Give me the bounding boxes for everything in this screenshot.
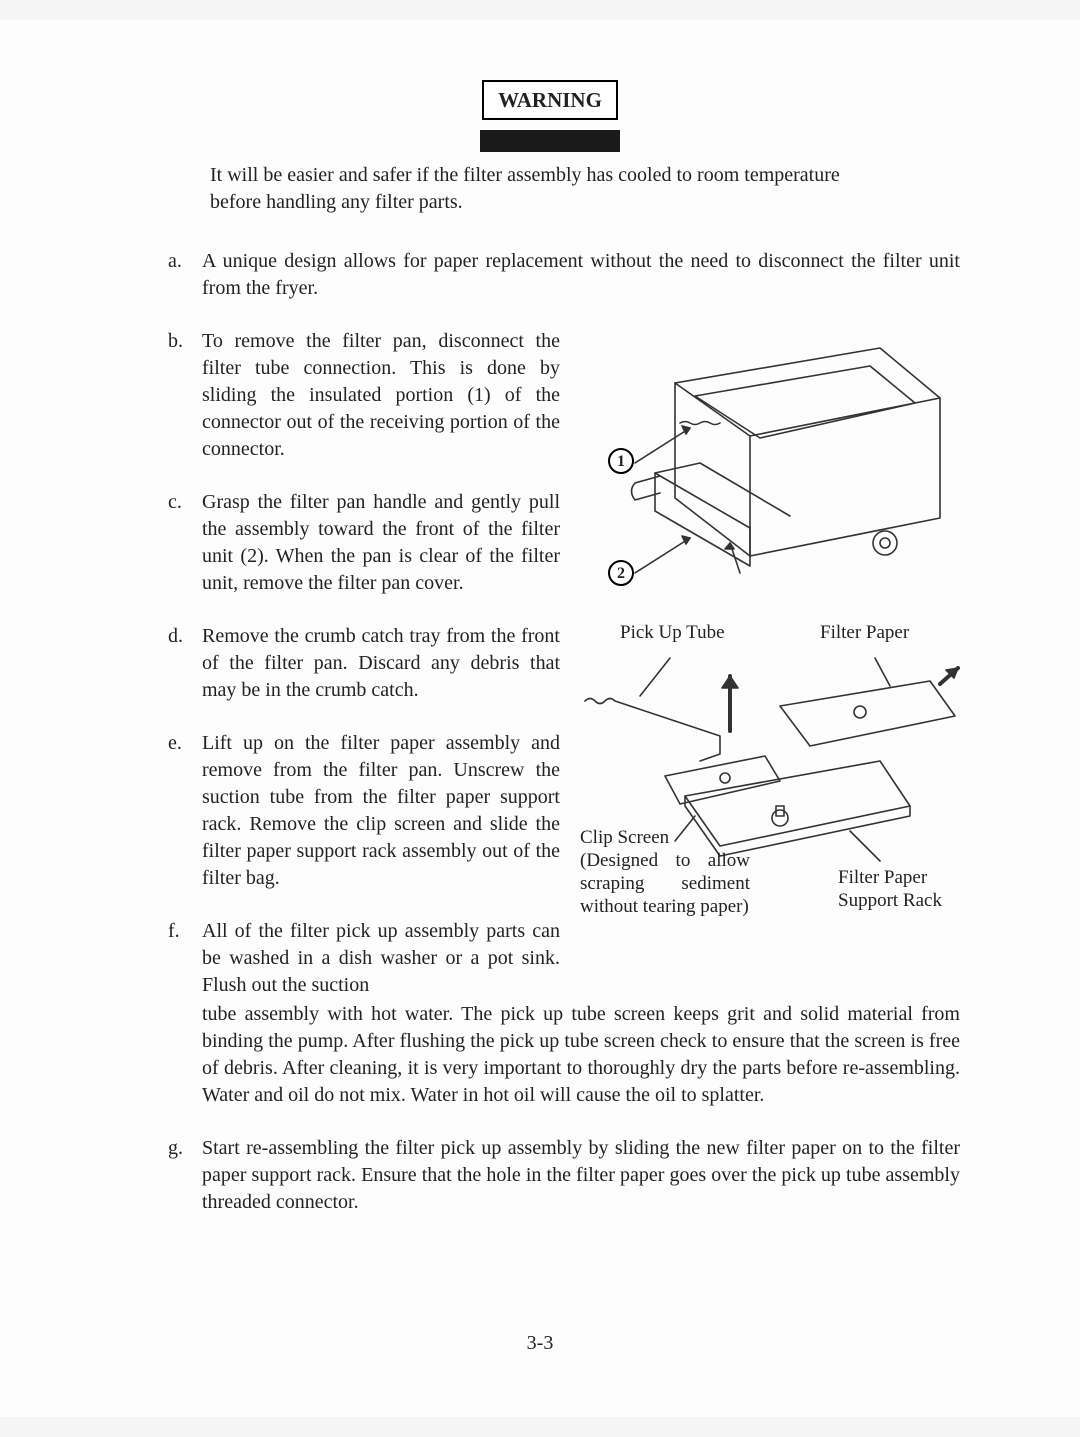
item-e-marker: e. [168,730,182,757]
label-filter-paper: Filter Paper [820,622,909,645]
item-d: d. Remove the crumb catch tray from the … [168,623,560,704]
item-f-marker: f. [168,918,180,945]
warning-header: WARNING [140,80,960,120]
item-c-marker: c. [168,489,182,516]
item-d-marker: d. [168,623,183,650]
item-f-part2: tube assembly with hot water. The pick u… [168,1001,960,1109]
label-clip-screen: Clip Screen (Designed to allow scraping … [580,827,750,918]
item-a: a. A unique design allows for paper repl… [168,248,960,302]
page-number: 3-3 [0,1330,1080,1357]
filter-unit-svg [580,328,960,618]
item-b-marker: b. [168,328,183,355]
label-pick-up-tube: Pick Up Tube [620,622,725,645]
label-support-rack: Filter Paper Support Rack [838,867,942,913]
figure-pickup-assembly: Pick Up Tube Filter Paper [580,622,960,982]
item-a-marker: a. [168,248,182,275]
warning-label-box: WARNING [482,80,618,120]
item-f-text-part2: tube assembly with hot water. The pick u… [202,1003,960,1106]
label-clip-screen-line1: Clip Screen [580,827,669,848]
item-b-text: To remove the filter pan, disconnect the… [202,330,560,460]
warning-text: It will be easier and safer if the filte… [210,162,850,216]
item-e: e. Lift up on the filter paper assembly … [168,730,560,892]
item-a-text: A unique design allows for paper replace… [202,250,960,299]
item-g-marker: g. [168,1135,183,1162]
item-g: g. Start re-assembling the filter pick u… [168,1135,960,1216]
label-support-rack-line1: Filter Paper [838,867,927,888]
item-d-text: Remove the crumb catch tray from the fro… [202,625,560,701]
item-b: b. To remove the filter pan, disconnect … [168,328,560,463]
items-b-through-f-wrap: b. To remove the filter pan, disconnect … [168,328,960,1109]
item-f-text-part1: All of the filter pick up assembly parts… [202,920,560,996]
label-support-rack-line2: Support Rack [838,890,942,911]
item-c: c. Grasp the filter pan handle and gentl… [168,489,560,597]
figure-filter-unit: 1 2 [580,328,960,618]
instruction-list: a. A unique design allows for paper repl… [168,248,960,1216]
item-g-text: Start re-assembling the filter pick up a… [202,1137,960,1213]
document-page: WARNING It will be easier and safer if t… [0,20,1080,1417]
item-c-text: Grasp the filter pan handle and gently p… [202,491,560,594]
label-clip-screen-line2: (Designed to allow scraping sediment wit… [580,850,750,917]
warning-underline-bar [140,130,960,152]
item-e-text: Lift up on the filter paper assembly and… [202,732,560,889]
item-f-part1: f. All of the filter pick up assembly pa… [168,918,560,999]
